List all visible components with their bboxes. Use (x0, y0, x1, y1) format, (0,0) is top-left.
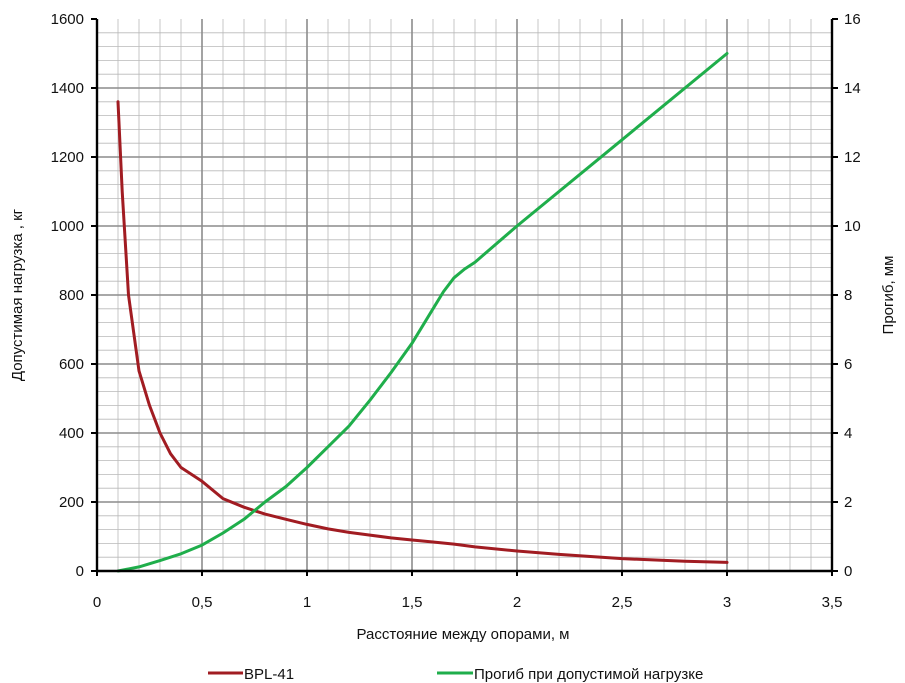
y-left-tick-label: 1400 (51, 80, 84, 97)
legend: BPL-41 Прогиб при допустимой нагрузке (208, 666, 703, 683)
x-tick-label: 2 (513, 594, 521, 611)
legend-label-deflection: Прогиб при допустимой нагрузке (474, 666, 703, 683)
x-tick-label: 2,5 (612, 594, 633, 611)
y-left-tick-label: 1000 (51, 218, 84, 235)
x-tick-label: 1,5 (402, 594, 423, 611)
y-left-tick-label: 400 (59, 425, 84, 442)
y-right-tick-label: 4 (844, 425, 852, 442)
x-axis-title: Расстояние между опорами, м (357, 626, 570, 643)
y-left-tick-label: 800 (59, 287, 84, 304)
y-right-tick-label: 16 (844, 11, 861, 28)
y-right-tick-label: 0 (844, 563, 852, 580)
x-tick-label: 1 (303, 594, 311, 611)
y-right-tick-label: 14 (844, 80, 861, 97)
y-right-tick-label: 6 (844, 356, 852, 373)
series-line-1 (116, 52, 729, 573)
y-left-axis-title: Допустимая нагрузка , кг (9, 208, 26, 381)
y-left-tick-label: 1600 (51, 11, 84, 28)
y-right-tick-label: 10 (844, 218, 861, 235)
y-left-tick-label: 200 (59, 494, 84, 511)
x-tick-label: 3,5 (822, 594, 843, 611)
legend-item-bpl41: BPL-41 (208, 666, 294, 683)
y-right-axis-title: Прогиб, мм (880, 256, 897, 335)
x-tick-label: 0,5 (192, 594, 213, 611)
series-line-0 (116, 100, 729, 564)
y-left-tick-label: 1200 (51, 149, 84, 166)
series-layer (116, 52, 729, 573)
x-tick-label: 3 (723, 594, 731, 611)
y-right-tick-label: 2 (844, 494, 852, 511)
x-tick-label: 0 (93, 594, 101, 611)
legend-item-deflection: Прогиб при допустимой нагрузке (437, 666, 703, 683)
y-left-tick-label: 0 (76, 563, 84, 580)
y-left-tick-label: 600 (59, 356, 84, 373)
major-grid (97, 19, 832, 571)
ticks-layer: 0 0,5 1 1,5 2 2,5 3 3,5020040060080010001200140… (51, 11, 861, 611)
y-right-tick-label: 8 (844, 287, 852, 304)
legend-label-bpl41: BPL-41 (244, 666, 294, 683)
y-right-tick-label: 12 (844, 149, 861, 166)
